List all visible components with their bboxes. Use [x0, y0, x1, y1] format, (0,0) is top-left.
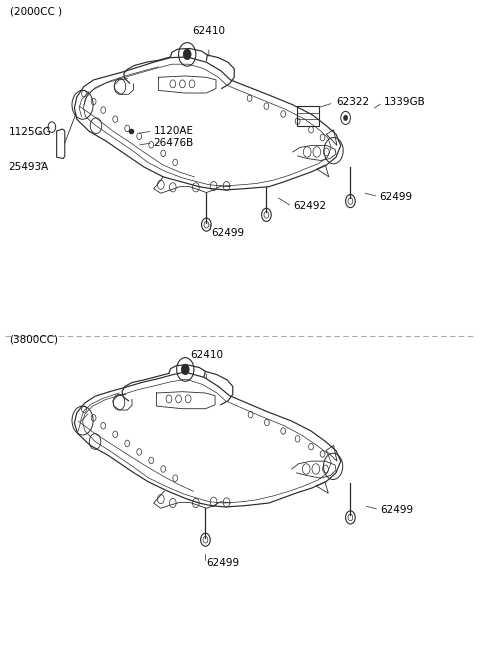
Text: 1339GB: 1339GB — [384, 96, 426, 107]
Text: 62499: 62499 — [206, 558, 240, 569]
Text: 62499: 62499 — [381, 504, 414, 515]
Text: (3800CC): (3800CC) — [10, 334, 59, 344]
Text: 1120AE: 1120AE — [154, 126, 193, 136]
Text: 1125GG: 1125GG — [9, 127, 51, 138]
Text: 62499: 62499 — [211, 227, 244, 238]
Circle shape — [262, 208, 271, 221]
Circle shape — [344, 115, 348, 121]
Circle shape — [346, 511, 355, 524]
Text: 62410: 62410 — [190, 350, 223, 360]
Text: 62322: 62322 — [336, 96, 369, 107]
Circle shape — [181, 364, 189, 375]
Circle shape — [183, 49, 191, 60]
Text: 62410: 62410 — [192, 26, 225, 36]
Text: 62492: 62492 — [293, 201, 326, 212]
Text: 26476B: 26476B — [154, 138, 194, 148]
Circle shape — [201, 533, 210, 546]
Circle shape — [202, 218, 211, 231]
Text: 25493A: 25493A — [9, 162, 49, 172]
Text: 62499: 62499 — [379, 191, 412, 202]
Text: (2000CC ): (2000CC ) — [10, 7, 62, 16]
Circle shape — [346, 195, 355, 208]
